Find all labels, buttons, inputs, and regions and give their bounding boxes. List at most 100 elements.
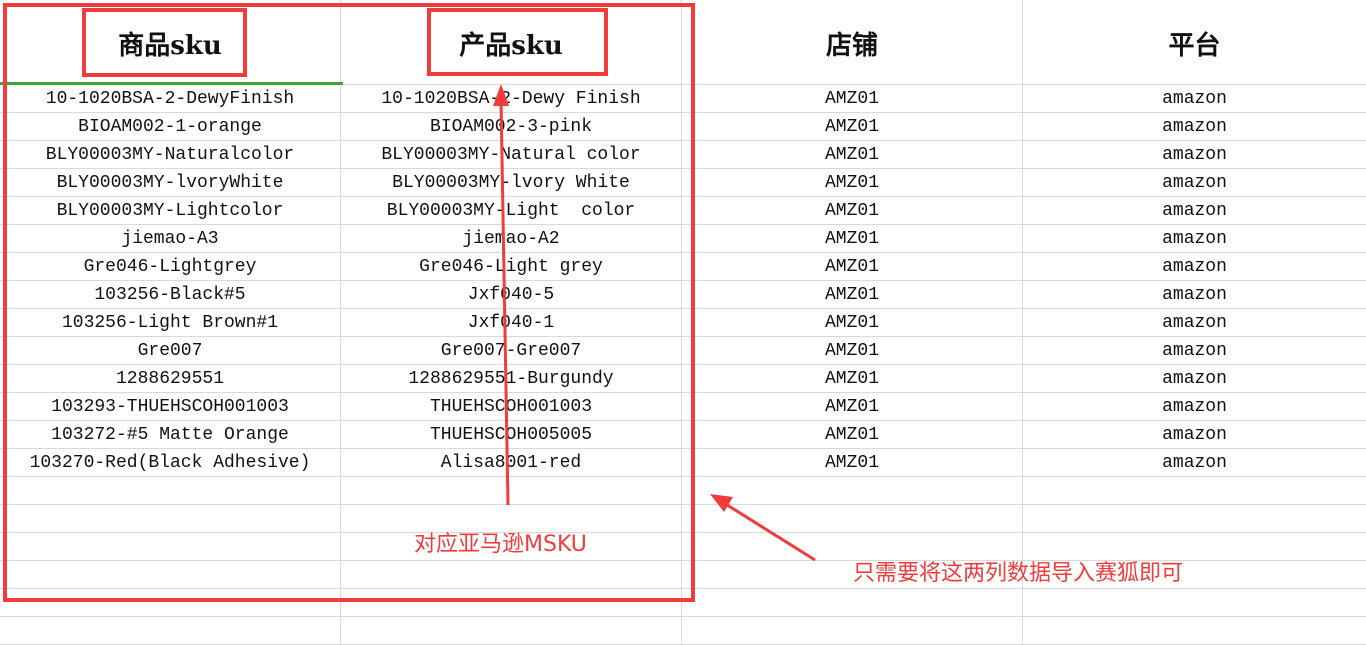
cell-product-sku[interactable]: BLY00003MY-lvoryWhite [0,169,341,196]
cell-store[interactable]: AMZ01 [682,169,1023,196]
cell-product-sku[interactable]: 10-1020BSA-2-DewyFinish [0,85,341,112]
cell-store[interactable]: AMZ01 [682,141,1023,168]
cell-item-sku[interactable]: THUEHSCOH005005 [341,421,682,448]
cell-store[interactable]: AMZ01 [682,365,1023,392]
cell-product-sku[interactable]: BIOAM002-1-orange [0,113,341,140]
msku-note: 对应亚马逊MSKU [414,532,587,557]
empty-cell[interactable] [0,617,341,644]
empty-cell[interactable] [341,477,682,504]
header-store[interactable]: 店铺 [682,0,1023,84]
cell-platform[interactable]: amazon [1162,256,1227,277]
cell-item-sku[interactable]: BLY00003MY-Light color [341,197,682,224]
cell-item-sku[interactable]: Alisa8001-red [341,449,682,476]
table-row: 10-1020BSA-2-DewyFinish 10-1020BSA-2-Dewy… [0,85,1366,113]
cell-product-sku[interactable]: 103270-Red(Black Adhesive) [0,449,341,476]
empty-cell[interactable] [341,533,682,560]
empty-cell[interactable] [0,505,341,532]
cell-store[interactable]: AMZ01 [682,253,1023,280]
cell-item-sku[interactable]: BLY00003MY-lvory White [341,169,682,196]
cell-item-sku[interactable]: jiemao-A2 [341,225,682,252]
empty-cell[interactable] [682,533,1023,560]
empty-row [0,589,1366,617]
table-row: 103256-Light Brown#1 Jxf040-1 AMZ01 amazon [0,309,1366,337]
cell-product-sku[interactable]: 1288629551 [0,365,341,392]
cell-product-sku[interactable]: 103293-THUEHSCOH001003 [0,393,341,420]
cell-item-sku[interactable]: THUEHSCOH001003 [341,393,682,420]
cell-product-sku[interactable]: Gre046-Lightgrey [0,253,341,280]
empty-cell[interactable] [682,589,1023,616]
cell-product-sku[interactable]: 103256-Black#5 [0,281,341,308]
cell-platform[interactable]: amazon [1162,88,1227,109]
table-row: 103293-THUEHSCOH001003 THUEHSCOH001003 AMZ… [0,393,1366,421]
cell-store[interactable]: AMZ01 [682,393,1023,420]
import-note: 只需要将这两列数据导入赛狐即可 [853,561,1184,586]
cell-platform[interactable]: amazon [1162,144,1227,165]
cell-platform[interactable]: amazon [1162,200,1227,221]
cell-store[interactable]: AMZ01 [682,225,1023,252]
table-row: Gre007 Gre007-Gre007 AMZ01 amazon [0,337,1366,365]
cell-item-sku[interactable]: Jxf040-1 [341,309,682,336]
cell-platform[interactable]: amazon [1162,116,1227,137]
arrow-up-icon [493,84,510,506]
cell-store[interactable]: AMZ01 [682,113,1023,140]
empty-cell[interactable] [682,561,1023,588]
cell-item-sku[interactable]: Gre046-Light grey [341,253,682,280]
table-row: 1288629551 1288629551-Burgundy AMZ01 amazon [0,365,1366,393]
cell-store[interactable]: AMZ01 [682,421,1023,448]
empty-cell[interactable] [341,561,682,588]
cell-product-sku[interactable]: 103272-#5 Matte Orange [0,421,341,448]
empty-cell[interactable] [0,533,341,560]
highlight-header-product-sku [82,8,247,77]
cell-product-sku[interactable]: jiemao-A3 [0,225,341,252]
cell-product-sku[interactable]: BLY00003MY-Naturalcolor [0,141,341,168]
cell-platform[interactable]: amazon [1162,312,1227,333]
cell-product-sku[interactable]: BLY00003MY-Lightcolor [0,197,341,224]
header-product-sku[interactable]: 商品sku [0,0,341,84]
table-row: Gre046-Lightgrey Gre046-Light grey AMZ01 am… [0,253,1366,281]
cell-platform[interactable]: amazon [1162,396,1227,417]
cell-platform[interactable]: amazon [1162,284,1227,305]
cell-platform[interactable]: amazon [1162,424,1227,445]
table-row: 103272-#5 Matte Orange THUEHSCOH005005 AMZ… [0,421,1366,449]
empty-cell[interactable] [682,617,1023,644]
cell-item-sku[interactable]: Gre007-Gre007 [341,337,682,364]
cell-platform[interactable]: amazon [1162,368,1227,389]
empty-row [0,505,1366,533]
cell-platform[interactable]: amazon [1162,340,1227,361]
empty-cell[interactable] [0,589,341,616]
cell-store[interactable]: AMZ01 [682,197,1023,224]
empty-cell[interactable] [682,477,1023,504]
empty-cell[interactable] [341,505,682,532]
empty-cell[interactable] [341,617,682,644]
header-platform[interactable]: 平台 [1168,30,1221,61]
cell-store[interactable]: AMZ01 [682,85,1023,112]
empty-cell[interactable] [0,477,341,504]
table-row: BIOAM002-1-orange BIOAM002-3-pink AMZ01 ama… [0,113,1366,141]
cell-item-sku[interactable]: 1288629551-Burgundy [341,365,682,392]
highlight-two-columns [3,3,695,602]
cell-store[interactable]: AMZ01 [682,309,1023,336]
cell-product-sku[interactable]: 103256-Light Brown#1 [0,309,341,336]
cell-platform[interactable]: amazon [1162,228,1227,249]
empty-cell[interactable] [0,561,341,588]
cell-selection-border [0,82,343,85]
table-row: BLY00003MY-Lightcolor BLY00003MY-Light co… [0,197,1366,225]
cell-product-sku[interactable]: Gre007 [0,337,341,364]
cell-store[interactable]: AMZ01 [682,337,1023,364]
cell-item-sku[interactable]: BIOAM002-3-pink [341,113,682,140]
arrow-left-icon [710,494,816,562]
table-row: BLY00003MY-Naturalcolor BLY00003MY-Natura… [0,141,1366,169]
table-row: jiemao-A3 jiemao-A2 AMZ01 amazon [0,225,1366,253]
empty-cell[interactable] [682,505,1023,532]
cell-store[interactable]: AMZ01 [682,281,1023,308]
cell-item-sku[interactable]: Jxf040-5 [341,281,682,308]
cell-platform[interactable]: amazon [1162,172,1227,193]
cell-store[interactable]: AMZ01 [682,449,1023,476]
cell-item-sku[interactable]: 10-1020BSA-2-Dewy Finish [341,85,682,112]
header-item-sku[interactable]: 产品sku [341,0,682,84]
cell-item-sku[interactable]: BLY00003MY-Natural color [341,141,682,168]
table-row: BLY00003MY-lvoryWhite BLY00003MY-lvory Wh… [0,169,1366,197]
cell-platform[interactable]: amazon [1162,452,1227,473]
empty-cell[interactable] [341,589,682,616]
